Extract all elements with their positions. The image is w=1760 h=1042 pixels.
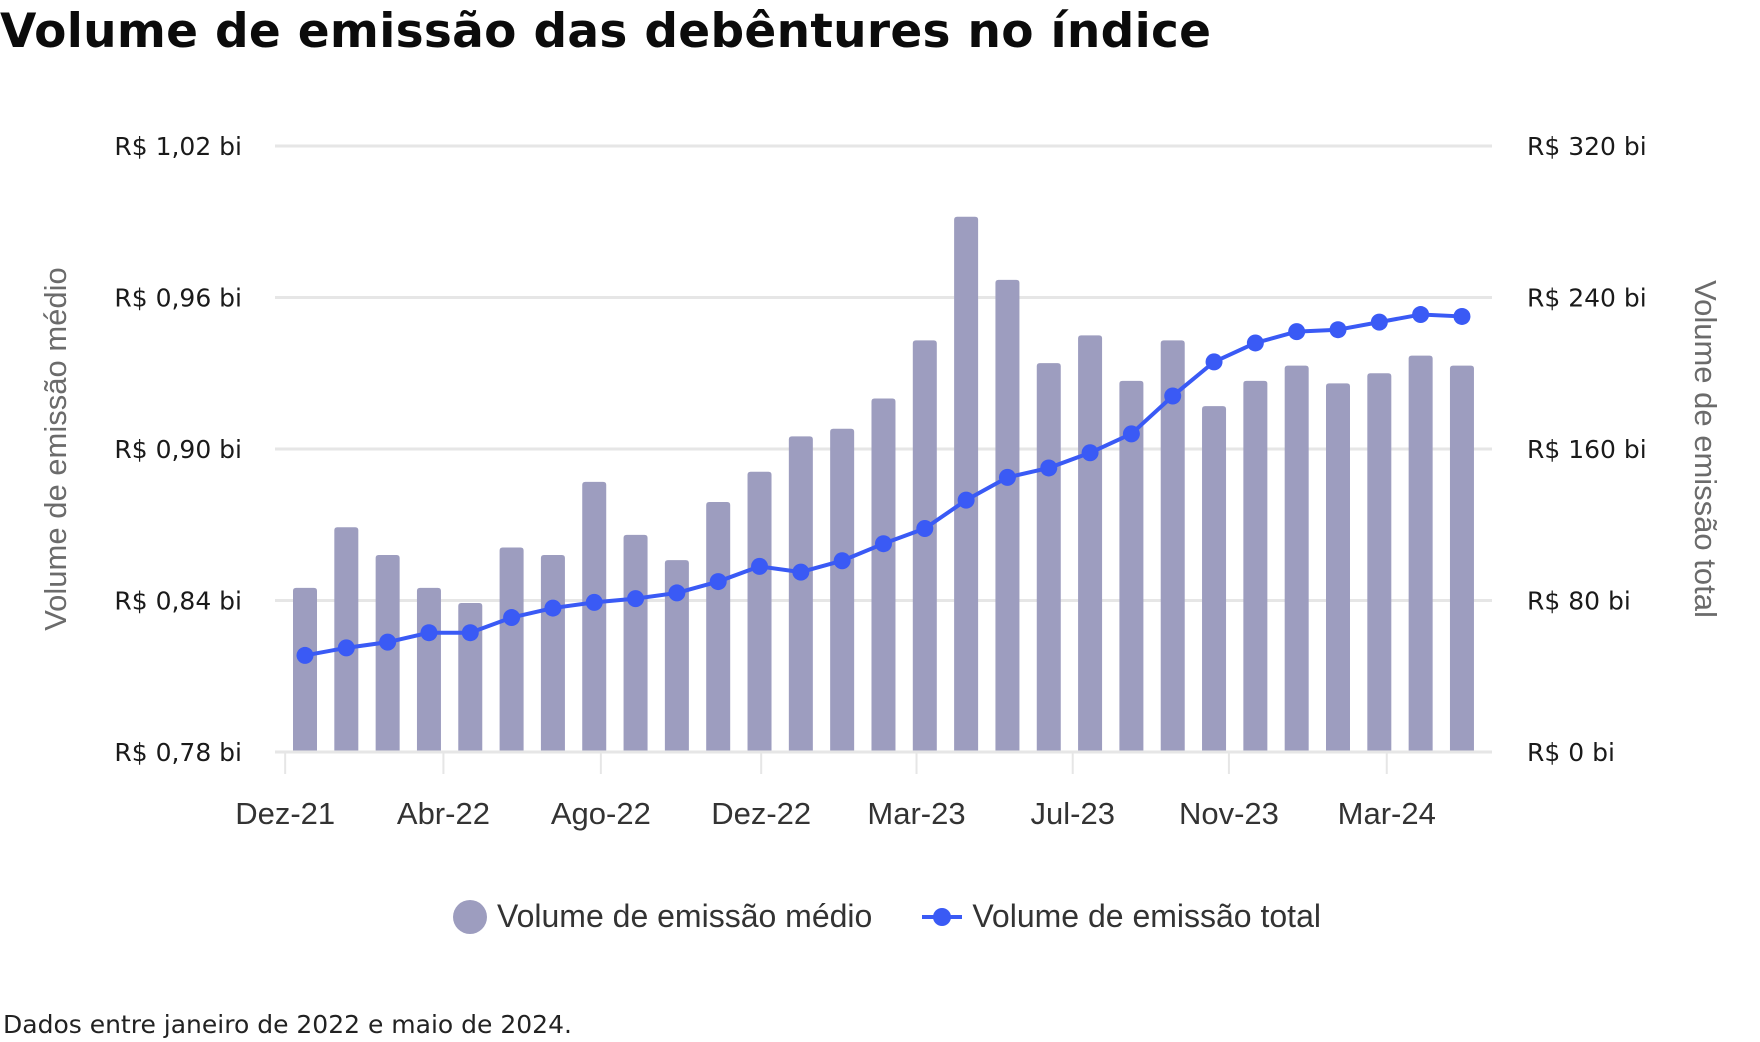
bar[interactable] (706, 502, 731, 752)
line-point[interactable] (1370, 313, 1388, 331)
line-point[interactable] (1081, 444, 1099, 462)
line-point[interactable] (420, 624, 438, 642)
bar[interactable] (788, 436, 813, 752)
y-tick-label-left: R$ 0,78 bi (114, 738, 242, 767)
bar[interactable] (293, 587, 317, 752)
line-point[interactable] (751, 557, 769, 575)
chart-title: Volume de emissão das debêntures no índi… (0, 4, 1212, 59)
bar[interactable] (1284, 365, 1309, 752)
line-point[interactable] (337, 639, 355, 657)
line-point[interactable] (1329, 321, 1347, 339)
x-tick-label: Dez-22 (711, 796, 811, 831)
line-point[interactable] (1246, 334, 1264, 352)
x-tick-label: Abr-22 (397, 796, 490, 831)
bar-series (293, 216, 1474, 753)
legend-label: Volume de emissão médio (497, 898, 873, 934)
y-tick-label-right: R$ 320 bi (1527, 132, 1647, 161)
bar[interactable] (540, 555, 565, 752)
bar[interactable] (416, 587, 441, 752)
y-tick-label-right: R$ 160 bi (1527, 435, 1647, 464)
bar[interactable] (623, 534, 648, 752)
y-axis-right: R$ 0 bi R$ 80 bi R$ 160 bi R$ 240 bi R$ 320 … (1527, 132, 1647, 767)
bar[interactable] (871, 398, 896, 753)
line-point[interactable] (544, 599, 562, 617)
legend-label: Volume de emissão total (972, 898, 1321, 934)
footnote: Dados entre janeiro de 2022 e maio de 20… (3, 1010, 572, 1039)
line-point[interactable] (503, 609, 521, 627)
legend-item-average[interactable]: Volume de emissão médio (453, 898, 872, 935)
line-point[interactable] (916, 520, 934, 538)
line-point[interactable] (957, 491, 975, 509)
line-point[interactable] (1412, 306, 1430, 324)
x-tick-label: Mar-23 (867, 796, 965, 831)
bar[interactable] (954, 216, 979, 752)
line-point[interactable] (668, 584, 686, 602)
line-point[interactable] (1164, 387, 1182, 405)
y-tick-label-left: R$ 0,90 bi (114, 435, 242, 464)
bar[interactable] (1326, 383, 1350, 752)
bar[interactable] (1408, 355, 1433, 752)
bar[interactable] (1202, 406, 1227, 752)
line-point[interactable] (1453, 307, 1471, 325)
bar[interactable] (499, 547, 524, 752)
legend: Volume de emissão médio Volume de emissã… (0, 898, 1760, 935)
line-point[interactable] (379, 633, 397, 651)
bar[interactable] (1036, 363, 1061, 752)
y-tick-label-right: R$ 80 bi (1527, 587, 1631, 616)
y-axis-right-title: Volume de emissão total (1688, 280, 1723, 618)
x-tick-label: Dez-21 (235, 796, 335, 831)
line-point[interactable] (1122, 425, 1140, 443)
bar[interactable] (912, 340, 937, 752)
bar[interactable] (582, 481, 607, 752)
line-point[interactable] (627, 590, 645, 608)
line-point[interactable] (461, 624, 479, 642)
bar[interactable] (1119, 380, 1144, 752)
line-point[interactable] (585, 593, 603, 611)
chart: R$ 0,78 bi R$ 0,84 bi R$ 0,90 bi R$ 0,96 bi… (38, 132, 1723, 831)
bar[interactable] (747, 471, 772, 752)
bar-swatch-icon (453, 899, 488, 934)
bar[interactable] (375, 555, 400, 752)
bar[interactable] (664, 560, 689, 752)
bar[interactable] (1243, 380, 1268, 752)
x-tick-label: Jul-23 (1031, 796, 1115, 831)
bar[interactable] (995, 279, 1020, 752)
line-point[interactable] (998, 468, 1016, 486)
line-series (296, 306, 1471, 664)
line-point[interactable] (792, 563, 810, 581)
line-point[interactable] (296, 646, 314, 664)
line-point[interactable] (1205, 353, 1223, 371)
y-axis-left-title: Volume de emissão médio (38, 267, 73, 631)
bar[interactable] (830, 428, 855, 752)
legend-item-total[interactable]: Volume de emissão total (922, 898, 1321, 935)
line-point[interactable] (709, 573, 727, 591)
x-tick-label: Nov-23 (1179, 796, 1279, 831)
bar[interactable] (1449, 365, 1474, 752)
line-point[interactable] (1288, 323, 1306, 341)
line-point[interactable] (833, 552, 851, 570)
x-axis: Dez-21 Abr-22 Ago-22 Dez-22 Mar-23 Jul-23 Nov-… (235, 750, 1492, 831)
line-point[interactable] (874, 535, 892, 553)
y-tick-label-left: R$ 0,96 bi (114, 284, 242, 313)
y-tick-label-left: R$ 0,84 bi (114, 587, 242, 616)
bar[interactable] (458, 603, 483, 752)
x-tick-label: Ago-22 (551, 796, 651, 831)
bar[interactable] (1078, 335, 1103, 752)
y-tick-label-left: R$ 1,02 bi (114, 132, 242, 161)
line-swatch-icon (922, 907, 963, 927)
line-point[interactable] (1040, 459, 1058, 477)
y-axis-left: R$ 0,78 bi R$ 0,84 bi R$ 0,90 bi R$ 0,96 bi… (114, 132, 242, 767)
bar[interactable] (1160, 340, 1185, 752)
y-tick-label-right: R$ 0 bi (1527, 738, 1615, 767)
y-tick-label-right: R$ 240 bi (1527, 284, 1647, 313)
bar[interactable] (1367, 373, 1392, 752)
x-tick-label: Mar-24 (1338, 796, 1436, 831)
